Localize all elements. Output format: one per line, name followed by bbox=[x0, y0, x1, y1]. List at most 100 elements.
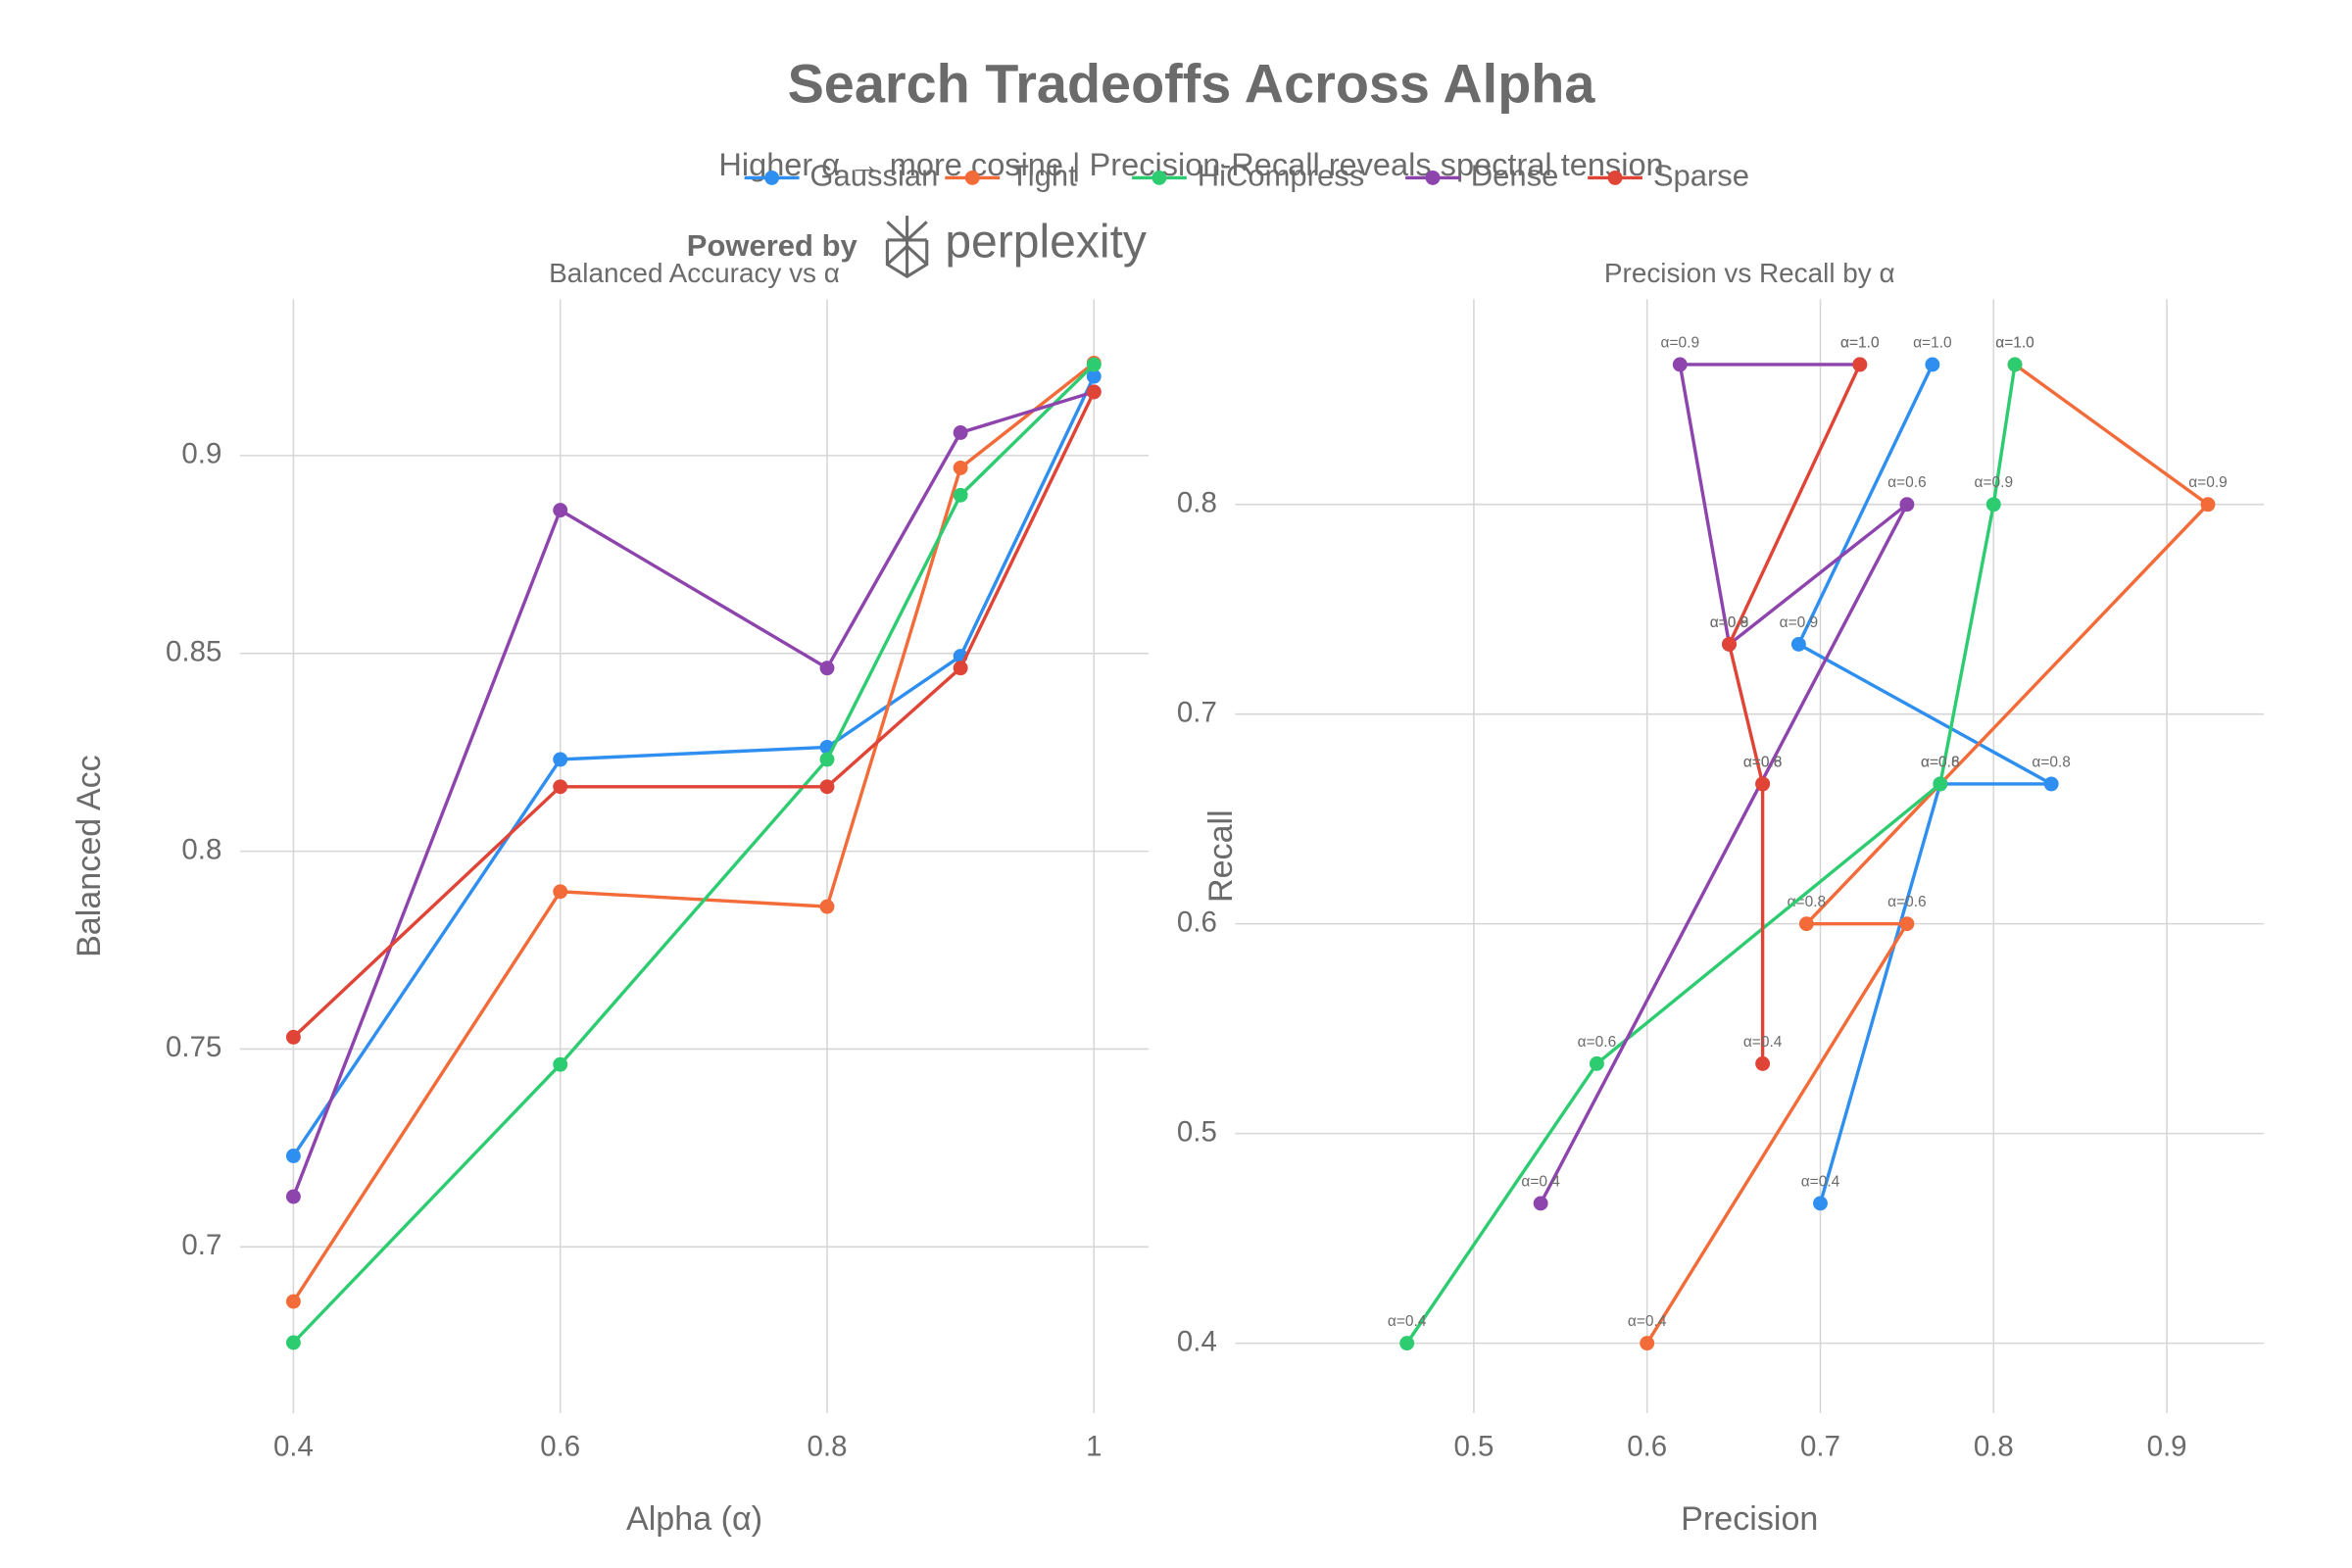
series-point bbox=[285, 1189, 301, 1204]
series-point bbox=[285, 1149, 301, 1163]
series-point bbox=[285, 1029, 301, 1045]
series-point bbox=[1755, 776, 1771, 792]
point-label: α=0.8 bbox=[1743, 754, 1783, 770]
y-tick-label: 0.9 bbox=[181, 438, 221, 470]
x-tick-label: 0.9 bbox=[2147, 1430, 2187, 1462]
point-label: α=0.6 bbox=[1887, 474, 1927, 491]
series-point bbox=[1899, 497, 1915, 513]
y-tick-label: 0.6 bbox=[1177, 906, 1217, 938]
legend: Gaussian Tight HiCompress Dense Sparse bbox=[744, 159, 1749, 193]
y-tick-label: 0.75 bbox=[166, 1031, 221, 1063]
subplot: Precision vs Recall by α 0.5 0.6 0.7 0.8 0.9 0… bbox=[1177, 258, 2265, 1538]
branding-prefix: Powered by bbox=[687, 228, 858, 263]
point-label: α=0.8 bbox=[1788, 894, 1827, 910]
x-tick-label: 0.4 bbox=[273, 1430, 314, 1462]
legend-label: Gaussian bbox=[809, 159, 938, 193]
series-point bbox=[1985, 497, 2001, 513]
y-tick-label: 0.8 bbox=[181, 833, 221, 865]
series-point bbox=[1852, 357, 1868, 372]
legend-swatch-point bbox=[964, 170, 980, 185]
series-point bbox=[953, 487, 968, 503]
series-point bbox=[819, 661, 835, 676]
y-tick-label: 0.8 bbox=[1177, 486, 1217, 518]
y-tick-label: 0.7 bbox=[181, 1229, 221, 1261]
x-tick-label: 0.7 bbox=[1800, 1430, 1840, 1462]
series-point bbox=[2200, 497, 2216, 513]
legend-swatch-point bbox=[764, 170, 780, 185]
point-label: α=0.9 bbox=[1780, 614, 1819, 631]
series-point bbox=[553, 1056, 568, 1072]
legend-swatch-point bbox=[1607, 170, 1623, 185]
series-point bbox=[819, 752, 835, 767]
series-point bbox=[1589, 1055, 1604, 1071]
series-point bbox=[285, 1294, 301, 1309]
point-label: α=0.6 bbox=[1578, 1034, 1617, 1051]
legend-label: Sparse bbox=[1653, 159, 1749, 193]
series-point bbox=[1722, 636, 1737, 652]
y-axis-label: Balanced Acc bbox=[71, 755, 108, 957]
point-label: α=0.6 bbox=[1921, 754, 1960, 770]
y-tick-label: 0.85 bbox=[166, 636, 221, 668]
legend-swatch-point bbox=[1425, 170, 1441, 185]
subplot-title: Precision vs Recall by α bbox=[1604, 258, 1895, 288]
legend-label: Tight bbox=[1010, 159, 1077, 193]
y-tick-label: 0.4 bbox=[1177, 1325, 1217, 1357]
series-point bbox=[819, 779, 835, 795]
y-axis-label: Recall bbox=[1202, 809, 1240, 903]
point-label: α=0.9 bbox=[1710, 614, 1749, 631]
legend-label: HiCompress bbox=[1198, 159, 1365, 193]
figure-title: Search Tradeoffs Across Alpha bbox=[788, 53, 1596, 115]
series-point bbox=[1813, 1196, 1828, 1211]
series-point bbox=[553, 884, 568, 900]
series-point bbox=[1899, 916, 1915, 932]
series-point bbox=[953, 460, 968, 475]
series-point bbox=[1672, 357, 1688, 372]
series-line bbox=[1727, 364, 1862, 1064]
y-tick-label: 0.7 bbox=[1177, 696, 1217, 728]
legend-swatch-point bbox=[1152, 170, 1167, 185]
series-point bbox=[953, 661, 968, 676]
subplot-title: Balanced Accuracy vs α bbox=[549, 258, 840, 288]
series-point bbox=[953, 425, 968, 440]
x-tick-label: 0.6 bbox=[540, 1430, 580, 1462]
point-label: α=1.0 bbox=[1995, 334, 2034, 351]
point-label: α=1.0 bbox=[1840, 334, 1880, 351]
series-point bbox=[553, 752, 568, 767]
series-point bbox=[1086, 384, 1102, 400]
point-label: α=0.6 bbox=[1887, 894, 1927, 910]
series-point bbox=[1399, 1336, 1415, 1351]
series-point bbox=[819, 899, 835, 914]
point-label: α=0.4 bbox=[1743, 1034, 1783, 1051]
x-tick-label: 0.5 bbox=[1453, 1430, 1494, 1462]
series-point bbox=[2007, 357, 2023, 372]
point-label: α=1.0 bbox=[1913, 334, 1952, 351]
branding: Powered by perplexity bbox=[687, 215, 1147, 278]
series-point bbox=[2043, 776, 2059, 792]
x-tick-label: 1 bbox=[1086, 1430, 1102, 1462]
series-point bbox=[1798, 916, 1814, 932]
figure-subtitle: Higher α → more cosine | Precision-Recal… bbox=[718, 147, 1663, 182]
point-label: α=0.4 bbox=[1388, 1313, 1427, 1330]
point-label: α=0.4 bbox=[1628, 1313, 1667, 1330]
point-label: α=0.9 bbox=[1661, 334, 1700, 351]
series-point bbox=[1933, 776, 1948, 792]
point-label: α=0.9 bbox=[1975, 474, 2014, 491]
series-point bbox=[1640, 1336, 1655, 1351]
subplot: Balanced Accuracy vs α 0.4 0.6 0.8 1 0.7 0.75 0… bbox=[71, 258, 1150, 1538]
x-tick-label: 0.8 bbox=[1974, 1430, 2014, 1462]
series-point bbox=[553, 779, 568, 795]
series-point bbox=[1086, 357, 1102, 372]
series-point bbox=[1790, 636, 1806, 652]
series-point bbox=[553, 503, 568, 518]
branding-logo bbox=[885, 216, 929, 278]
x-axis-label: Precision bbox=[1681, 1500, 1818, 1538]
y-tick-label: 0.5 bbox=[1177, 1115, 1217, 1148]
branding-name: perplexity bbox=[945, 215, 1147, 268]
x-axis-label: Alpha (α) bbox=[626, 1500, 762, 1538]
point-label: α=0.8 bbox=[2032, 754, 2071, 770]
point-label: α=1.0 bbox=[1995, 334, 2034, 351]
x-tick-label: 0.8 bbox=[808, 1430, 848, 1462]
point-label: α=0.4 bbox=[1521, 1173, 1560, 1190]
point-label: α=0.9 bbox=[2188, 474, 2228, 491]
